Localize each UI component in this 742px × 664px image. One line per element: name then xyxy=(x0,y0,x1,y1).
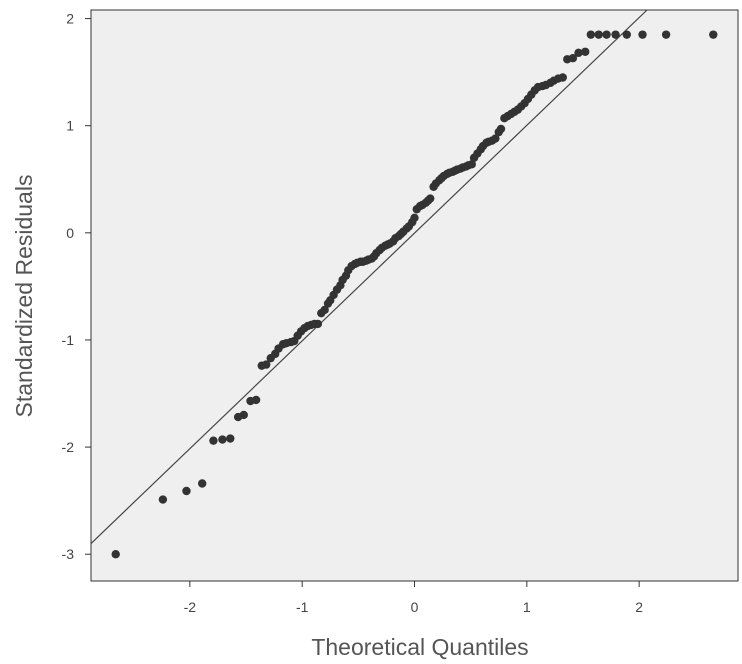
data-point xyxy=(611,30,620,39)
x-axis-title: Theoretical Quantiles xyxy=(311,634,528,660)
data-point xyxy=(226,434,235,443)
y-tick-label: -2 xyxy=(62,439,75,455)
data-point xyxy=(638,30,647,39)
data-point xyxy=(558,73,567,82)
x-tick-label: 1 xyxy=(523,599,531,615)
data-point xyxy=(622,30,631,39)
x-tick-label: -1 xyxy=(296,599,309,615)
data-point xyxy=(426,194,435,203)
data-point xyxy=(410,213,419,223)
y-tick-label: -1 xyxy=(62,332,75,348)
data-point xyxy=(198,479,207,488)
data-point xyxy=(568,54,578,63)
y-tick-label: 1 xyxy=(66,118,74,134)
data-point xyxy=(209,436,218,445)
reference-line xyxy=(90,9,648,544)
data-point xyxy=(586,30,596,39)
data-point xyxy=(574,48,583,58)
y-tick-label: 0 xyxy=(66,225,74,241)
data-point xyxy=(594,30,603,39)
y-tick-label: 2 xyxy=(66,11,74,27)
y-tick-label: -3 xyxy=(62,546,75,562)
data-point xyxy=(239,410,248,420)
plot-area-background xyxy=(90,9,739,582)
data-point xyxy=(313,319,323,329)
data-point xyxy=(661,30,671,39)
data-point xyxy=(158,495,168,504)
data-point xyxy=(218,435,227,444)
x-tick-label: 0 xyxy=(411,599,419,615)
x-tick-label: -2 xyxy=(184,599,197,615)
data-point xyxy=(320,305,329,315)
data-point xyxy=(602,30,611,39)
data-point xyxy=(496,124,506,134)
data-point xyxy=(581,47,590,56)
data-point xyxy=(251,395,261,405)
data-point xyxy=(111,550,120,559)
data-point xyxy=(182,486,191,496)
data-point xyxy=(491,134,500,143)
y-axis-title: Standardized Residuals xyxy=(11,175,37,418)
x-tick-label: 2 xyxy=(635,599,643,615)
data-point xyxy=(709,30,718,39)
data-point xyxy=(467,160,476,169)
data-point xyxy=(262,360,271,369)
